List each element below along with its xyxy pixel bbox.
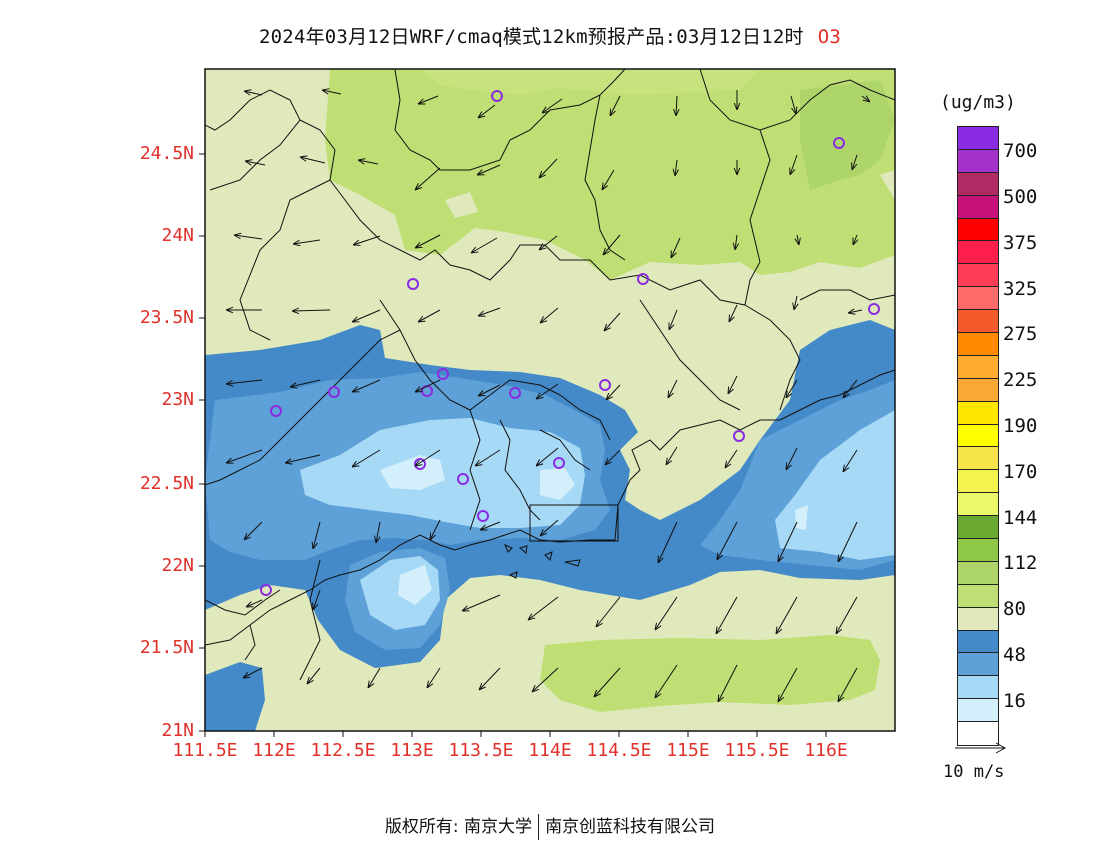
lon-label: 113E <box>390 740 434 761</box>
field-112-north <box>325 69 895 280</box>
title-text: 2024年03月12日WRF/cmaq模式12km预报产品:03月12日12时 <box>259 26 804 48</box>
legend-label: 16 <box>1003 690 1026 712</box>
lon-label: 113.5E <box>448 740 514 761</box>
species-label: O3 <box>817 26 841 48</box>
legend-label: 170 <box>1003 461 1038 483</box>
concentration-field <box>205 69 895 731</box>
lon-label: 115.5E <box>724 740 790 761</box>
lon-label: 112E <box>252 740 296 761</box>
color-bar-cell <box>958 127 998 150</box>
color-bar-cell <box>958 653 998 677</box>
legend-label: 325 <box>1003 278 1038 300</box>
lon-label: 111.5E <box>172 740 238 761</box>
legend-label: 375 <box>1003 232 1038 254</box>
color-bar-cell <box>958 218 998 242</box>
axis-ticks <box>199 153 827 737</box>
legend-label: 700 <box>1003 140 1038 162</box>
lat-label: 22.5N <box>139 473 194 494</box>
color-bar-cell <box>958 561 998 585</box>
color-bar-cell <box>958 195 998 219</box>
color-bar-cell <box>958 447 998 471</box>
legend-label: 144 <box>1003 507 1038 529</box>
lon-label: 116E <box>804 740 848 761</box>
color-bar-cell <box>958 401 998 425</box>
copyright: 版权所有: 南京大学 南京创蓝科技有限公司 <box>0 812 1100 840</box>
lat-label: 23.5N <box>139 307 194 328</box>
legend-unit: (ug/m3) <box>940 92 1016 113</box>
lat-label: 21.5N <box>139 637 194 658</box>
boundaries <box>205 69 895 681</box>
lon-label: 114E <box>528 740 572 761</box>
color-bar <box>957 126 999 747</box>
wind-reference-label: 10 m/s <box>943 762 1005 782</box>
color-bar-cell <box>958 424 998 448</box>
lat-label: 24N <box>161 225 194 246</box>
islands <box>504 544 581 579</box>
legend-label: 275 <box>1003 323 1038 345</box>
legend-label: 80 <box>1003 598 1026 620</box>
lat-label: 21N <box>161 720 194 741</box>
legend-label: 48 <box>1003 644 1026 666</box>
field-112-south <box>540 635 880 712</box>
wind-vectors <box>226 90 870 702</box>
color-bar-cell <box>958 241 998 265</box>
lat-label: 24.5N <box>139 143 194 164</box>
chart-title: 2024年03月12日WRF/cmaq模式12km预报产品:03月12日12时 O… <box>0 22 1100 49</box>
color-bar-cell <box>958 355 998 379</box>
lon-label: 114.5E <box>586 740 652 761</box>
color-bar-cell <box>958 607 998 631</box>
field-16 <box>380 455 808 605</box>
legend-label: 500 <box>1003 186 1038 208</box>
color-bar-cell <box>958 333 998 356</box>
color-bar-cell <box>958 493 998 517</box>
wind-reference-arrow <box>955 742 1007 754</box>
copyright-left: 版权所有: 南京大学 <box>384 817 533 837</box>
color-bar-cell <box>958 630 998 654</box>
lon-label: 112.5E <box>310 740 376 761</box>
field-112-north-light <box>420 69 760 95</box>
lon-label: 115E <box>666 740 710 761</box>
color-bar-cell <box>958 378 998 402</box>
color-bar-cell <box>958 539 998 562</box>
color-bar-cell <box>958 699 998 723</box>
legend-label: 225 <box>1003 369 1038 391</box>
color-bar-cell <box>958 470 998 494</box>
color-bar-cell <box>958 584 998 608</box>
lat-label: 22N <box>161 555 194 576</box>
color-bar-cell <box>958 310 998 334</box>
color-bar-cell <box>958 722 998 746</box>
color-bar-cell <box>958 149 998 173</box>
color-bar-cell <box>958 287 998 311</box>
color-bar-cell <box>958 172 998 196</box>
legend-label: 190 <box>1003 415 1038 437</box>
copyright-right: 南京创蓝科技有限公司 <box>545 817 716 837</box>
color-bar-cell <box>958 676 998 700</box>
field-48-80-sw <box>205 662 265 731</box>
field-112-northeast <box>800 80 895 190</box>
legend-label: 112 <box>1003 552 1038 574</box>
copyright-divider <box>538 814 540 840</box>
color-bar-cell <box>958 264 998 288</box>
color-bar-cell <box>958 516 998 540</box>
lat-label: 23N <box>161 389 194 410</box>
